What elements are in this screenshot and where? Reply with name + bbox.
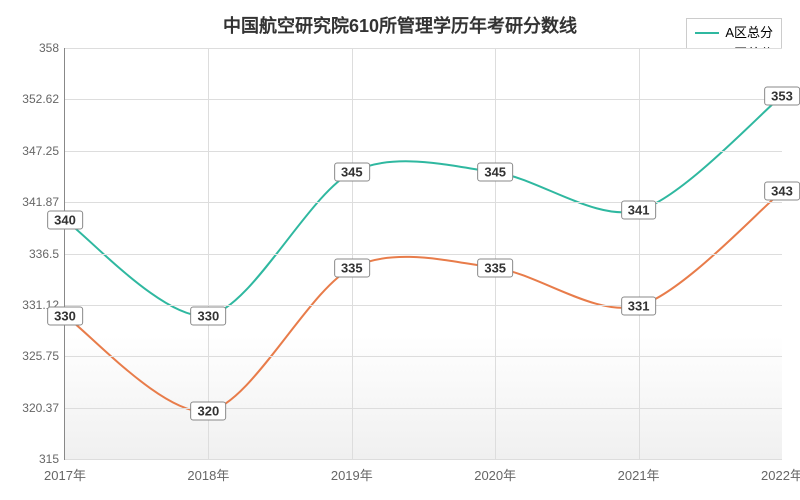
gridline-h xyxy=(65,305,782,306)
x-axis-label: 2022年 xyxy=(761,459,800,484)
y-axis-label: 352.62 xyxy=(22,92,65,106)
data-label: 341 xyxy=(621,201,657,220)
line-series-a xyxy=(65,96,782,316)
data-label: 345 xyxy=(334,163,370,182)
gridline-h xyxy=(65,202,782,203)
y-axis-label: 320.37 xyxy=(22,401,65,415)
x-axis-label: 2017年 xyxy=(44,459,86,484)
plot-area: 315320.37325.75331.12336.5341.87347.2535… xyxy=(64,48,782,460)
x-axis-label: 2020年 xyxy=(474,459,516,484)
gridline-h xyxy=(65,408,782,409)
data-label: 353 xyxy=(764,86,800,105)
data-label: 320 xyxy=(191,402,227,421)
data-label: 330 xyxy=(47,306,83,325)
y-axis-label: 358 xyxy=(39,41,65,55)
y-axis-label: 325.75 xyxy=(22,349,65,363)
x-axis-label: 2019年 xyxy=(331,459,373,484)
gridline-h xyxy=(65,459,782,460)
gridline-v xyxy=(208,48,209,459)
data-label: 340 xyxy=(47,211,83,230)
y-axis-label: 347.25 xyxy=(22,144,65,158)
gridline-h xyxy=(65,254,782,255)
gridline-h xyxy=(65,356,782,357)
y-axis-label: 341.87 xyxy=(22,195,65,209)
gridline-h xyxy=(65,99,782,100)
data-label: 343 xyxy=(764,182,800,201)
gridline-v xyxy=(352,48,353,459)
x-axis-label: 2018年 xyxy=(187,459,229,484)
x-axis-label: 2021年 xyxy=(618,459,660,484)
data-label: 345 xyxy=(477,163,513,182)
gridline-v xyxy=(639,48,640,459)
chart-container: 中国航空研究院610所管理学历年考研分数线 A区总分 B区总分 315320.3… xyxy=(0,0,800,500)
gridline-v xyxy=(495,48,496,459)
chart-title: 中国航空研究院610所管理学历年考研分数线 xyxy=(0,12,800,38)
data-label: 331 xyxy=(621,297,657,316)
line-series-b xyxy=(65,191,782,411)
data-label: 335 xyxy=(477,258,513,277)
y-axis-label: 336.5 xyxy=(29,247,65,261)
gridline-h xyxy=(65,151,782,152)
data-label: 335 xyxy=(334,258,370,277)
data-label: 330 xyxy=(191,306,227,325)
legend-swatch-a xyxy=(695,32,719,34)
legend-item-a: A区总分 xyxy=(695,23,773,44)
gridline-h xyxy=(65,48,782,49)
legend-label-a: A区总分 xyxy=(725,23,773,44)
